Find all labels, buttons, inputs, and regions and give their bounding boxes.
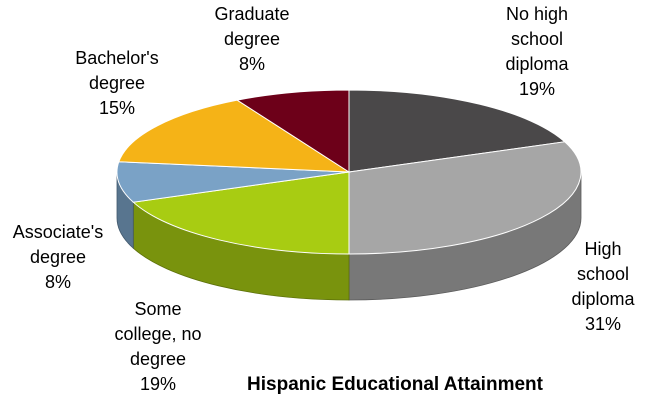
slice-associate-s-degree: [116, 161, 350, 203]
pct-label-bachelor-s-degree: 15%: [99, 98, 135, 118]
slice-no-high-school-diploma: [348, 89, 566, 173]
pct-label-associate-s-degree: 8%: [45, 272, 71, 292]
label-associate-s-degree: Associate's degree 8%: [13, 222, 103, 292]
label-graduate-degree: Graduate degree 8%: [214, 4, 289, 74]
slice-graduate-degree: [235, 89, 350, 173]
slice-high-school-diploma: [348, 141, 582, 255]
pct-label-graduate-degree: 8%: [239, 54, 265, 74]
pct-label-no-high-school-diploma: 19%: [519, 79, 555, 99]
label-bachelor-s-degree: Bachelor's degree 15%: [75, 48, 158, 118]
label-no-high-school-diploma: No high school diploma 19%: [505, 4, 569, 99]
slice-bachelor-s-degree: [118, 99, 351, 173]
label-some-college-no-degree: Some college, no degree 19%: [114, 299, 201, 394]
slice-some-college-no-degree: [132, 171, 350, 255]
pct-label-some-college-no-degree: 19%: [140, 374, 176, 394]
slice-labels: No high school diploma 19% High school diploma…: [13, 4, 636, 394]
label-high-school-diploma: High school diploma 31%: [571, 239, 635, 334]
chart-title: Hispanic Educational Attainment: [247, 374, 544, 395]
pie-slices: [116, 89, 582, 255]
pct-label-high-school-diploma: 31%: [585, 314, 621, 334]
